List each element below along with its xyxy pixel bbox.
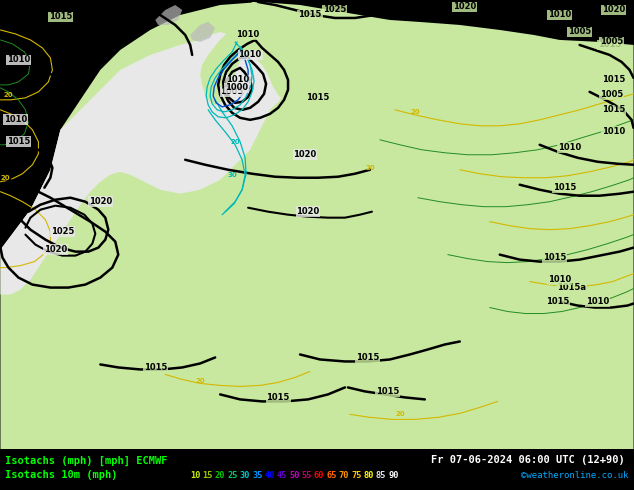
Text: 1020: 1020 (44, 245, 67, 254)
Text: 45: 45 (276, 471, 287, 480)
Text: Isotachs 10m (mph): Isotachs 10m (mph) (5, 470, 117, 480)
Text: 15: 15 (203, 471, 213, 480)
Text: Isotachs (mph) [mph] ECMWF: Isotachs (mph) [mph] ECMWF (5, 455, 167, 466)
Text: 75: 75 (351, 471, 361, 480)
Text: 20: 20 (395, 412, 404, 417)
Polygon shape (1, 0, 285, 294)
Text: 20: 20 (243, 77, 253, 83)
Text: 1015: 1015 (306, 94, 330, 102)
Text: 1015: 1015 (7, 137, 30, 147)
Polygon shape (155, 5, 182, 25)
Text: 20: 20 (215, 471, 226, 480)
Text: 70: 70 (339, 471, 349, 480)
Text: 40: 40 (264, 471, 275, 480)
Text: 25: 25 (227, 471, 238, 480)
Text: ©weatheronline.co.uk: ©weatheronline.co.uk (521, 471, 629, 480)
Text: 1020: 1020 (294, 150, 316, 159)
Text: 1015: 1015 (602, 105, 625, 114)
Text: 1010: 1010 (558, 143, 581, 152)
Text: Fr 07-06-2024 06:00 UTC (12+90): Fr 07-06-2024 06:00 UTC (12+90) (431, 455, 625, 466)
Text: 20: 20 (195, 378, 205, 385)
Text: 1015: 1015 (299, 10, 321, 20)
Text: 1010: 1010 (548, 10, 571, 20)
Text: 1005: 1005 (600, 90, 623, 99)
Text: 30: 30 (227, 172, 237, 178)
Text: 20: 20 (410, 109, 420, 115)
Text: 35: 35 (252, 471, 262, 480)
Text: 1015: 1015 (546, 297, 569, 306)
Polygon shape (190, 22, 215, 42)
Text: 1020: 1020 (602, 5, 625, 15)
Text: 1010: 1010 (238, 50, 262, 59)
Text: 1010: 1010 (226, 75, 250, 84)
Text: 1010: 1010 (602, 127, 625, 136)
Text: 1020: 1020 (296, 207, 320, 216)
Text: 1020: 1020 (89, 197, 112, 206)
Text: 20: 20 (230, 139, 240, 145)
Text: 55: 55 (302, 471, 312, 480)
Text: 1015a: 1015a (557, 283, 586, 292)
Text: 1005: 1005 (221, 87, 243, 97)
Text: 85: 85 (375, 471, 386, 480)
Text: 1015: 1015 (376, 387, 399, 396)
Text: 80: 80 (363, 471, 374, 480)
Text: 1025: 1025 (51, 227, 74, 236)
Text: 1015: 1015 (143, 363, 167, 372)
Text: 1005: 1005 (568, 27, 592, 36)
Text: 1005: 1005 (600, 37, 623, 47)
Text: 1000: 1000 (224, 83, 248, 93)
Text: 90: 90 (388, 471, 399, 480)
Text: 30: 30 (240, 471, 250, 480)
Text: 1010: 1010 (4, 115, 27, 124)
Text: 65: 65 (326, 471, 337, 480)
Text: 1015: 1015 (49, 12, 72, 22)
Text: 20: 20 (1, 175, 10, 181)
Polygon shape (200, 2, 315, 105)
Text: 60: 60 (314, 471, 325, 480)
Text: 1020: 1020 (453, 2, 476, 11)
Text: 1010: 1010 (236, 30, 260, 40)
Polygon shape (1, 2, 633, 449)
Text: 1015: 1015 (543, 253, 566, 262)
Text: 1010: 1010 (548, 275, 571, 284)
Text: 20: 20 (4, 92, 13, 98)
Text: 1010: 1010 (586, 297, 609, 306)
Text: 50: 50 (289, 471, 300, 480)
Text: 1015: 1015 (356, 353, 380, 362)
Text: 1010: 1010 (7, 55, 30, 64)
Text: 1015: 1015 (553, 183, 576, 192)
Text: 1015: 1015 (598, 41, 621, 49)
Text: 1015: 1015 (602, 75, 625, 84)
Text: 1015: 1015 (266, 393, 290, 402)
Text: 10: 10 (190, 471, 201, 480)
Text: 20: 20 (365, 165, 375, 171)
Text: 1025: 1025 (323, 5, 347, 15)
